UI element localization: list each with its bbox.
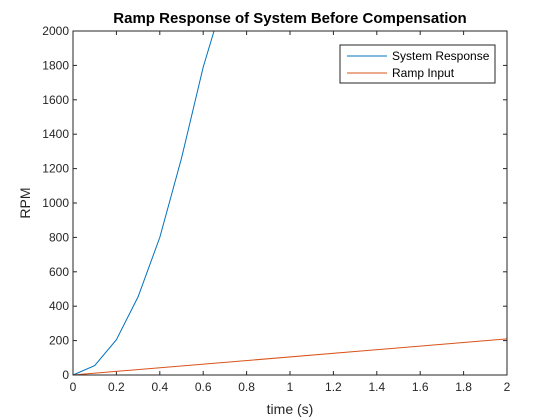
y-tick-label: 2000	[42, 24, 69, 38]
y-tick-label: 1000	[42, 196, 69, 210]
legend-box	[339, 44, 496, 84]
legend-label-ramp-input: Ramp Input	[392, 66, 455, 80]
legend: System Response Ramp Input	[339, 44, 496, 84]
x-tick-label: 0.6	[195, 380, 212, 394]
x-tick-label: 0	[70, 380, 77, 394]
x-tick-label: 1.2	[325, 380, 342, 394]
series-layer	[72, 30, 508, 376]
plot-area-background	[73, 31, 507, 375]
legend-label-system-response: System Response	[392, 49, 490, 63]
axis-ticks: 0 0.2 0.4 0.6 0.8 1 1.2 1.4 1.6 1.8 2 0 200 400 600 800…	[42, 24, 510, 394]
series-line-ramp-input	[72, 338, 508, 376]
x-tick-label: 0.4	[151, 380, 168, 394]
y-tick-label: 800	[49, 230, 69, 244]
x-tick-label: 1.6	[412, 380, 429, 394]
series-line-system-response	[72, 30, 215, 376]
y-axis-label: RPM	[17, 187, 33, 218]
y-tick-label: 1800	[42, 58, 69, 72]
plot-box	[72, 30, 508, 376]
x-tick-label: 2	[504, 380, 511, 394]
y-tick-label: 1400	[42, 127, 69, 141]
y-tick-label: 400	[49, 299, 69, 313]
x-axis-label: time (s)	[267, 401, 314, 417]
x-tick-label: 1.8	[455, 380, 472, 394]
chart-title: Ramp Response of System Before Compensat…	[113, 10, 466, 27]
y-tick-label: 1200	[42, 162, 69, 176]
x-tick-label: 0.8	[238, 380, 255, 394]
y-tick-label: 600	[49, 265, 69, 279]
y-tick-label: 200	[49, 334, 69, 348]
y-tick-label: 0	[62, 368, 69, 382]
y-tick-label: 1600	[42, 93, 69, 107]
x-tick-label: 1.4	[368, 380, 385, 394]
x-tick-label: 0.2	[108, 380, 125, 394]
x-tick-label: 1	[287, 380, 294, 394]
